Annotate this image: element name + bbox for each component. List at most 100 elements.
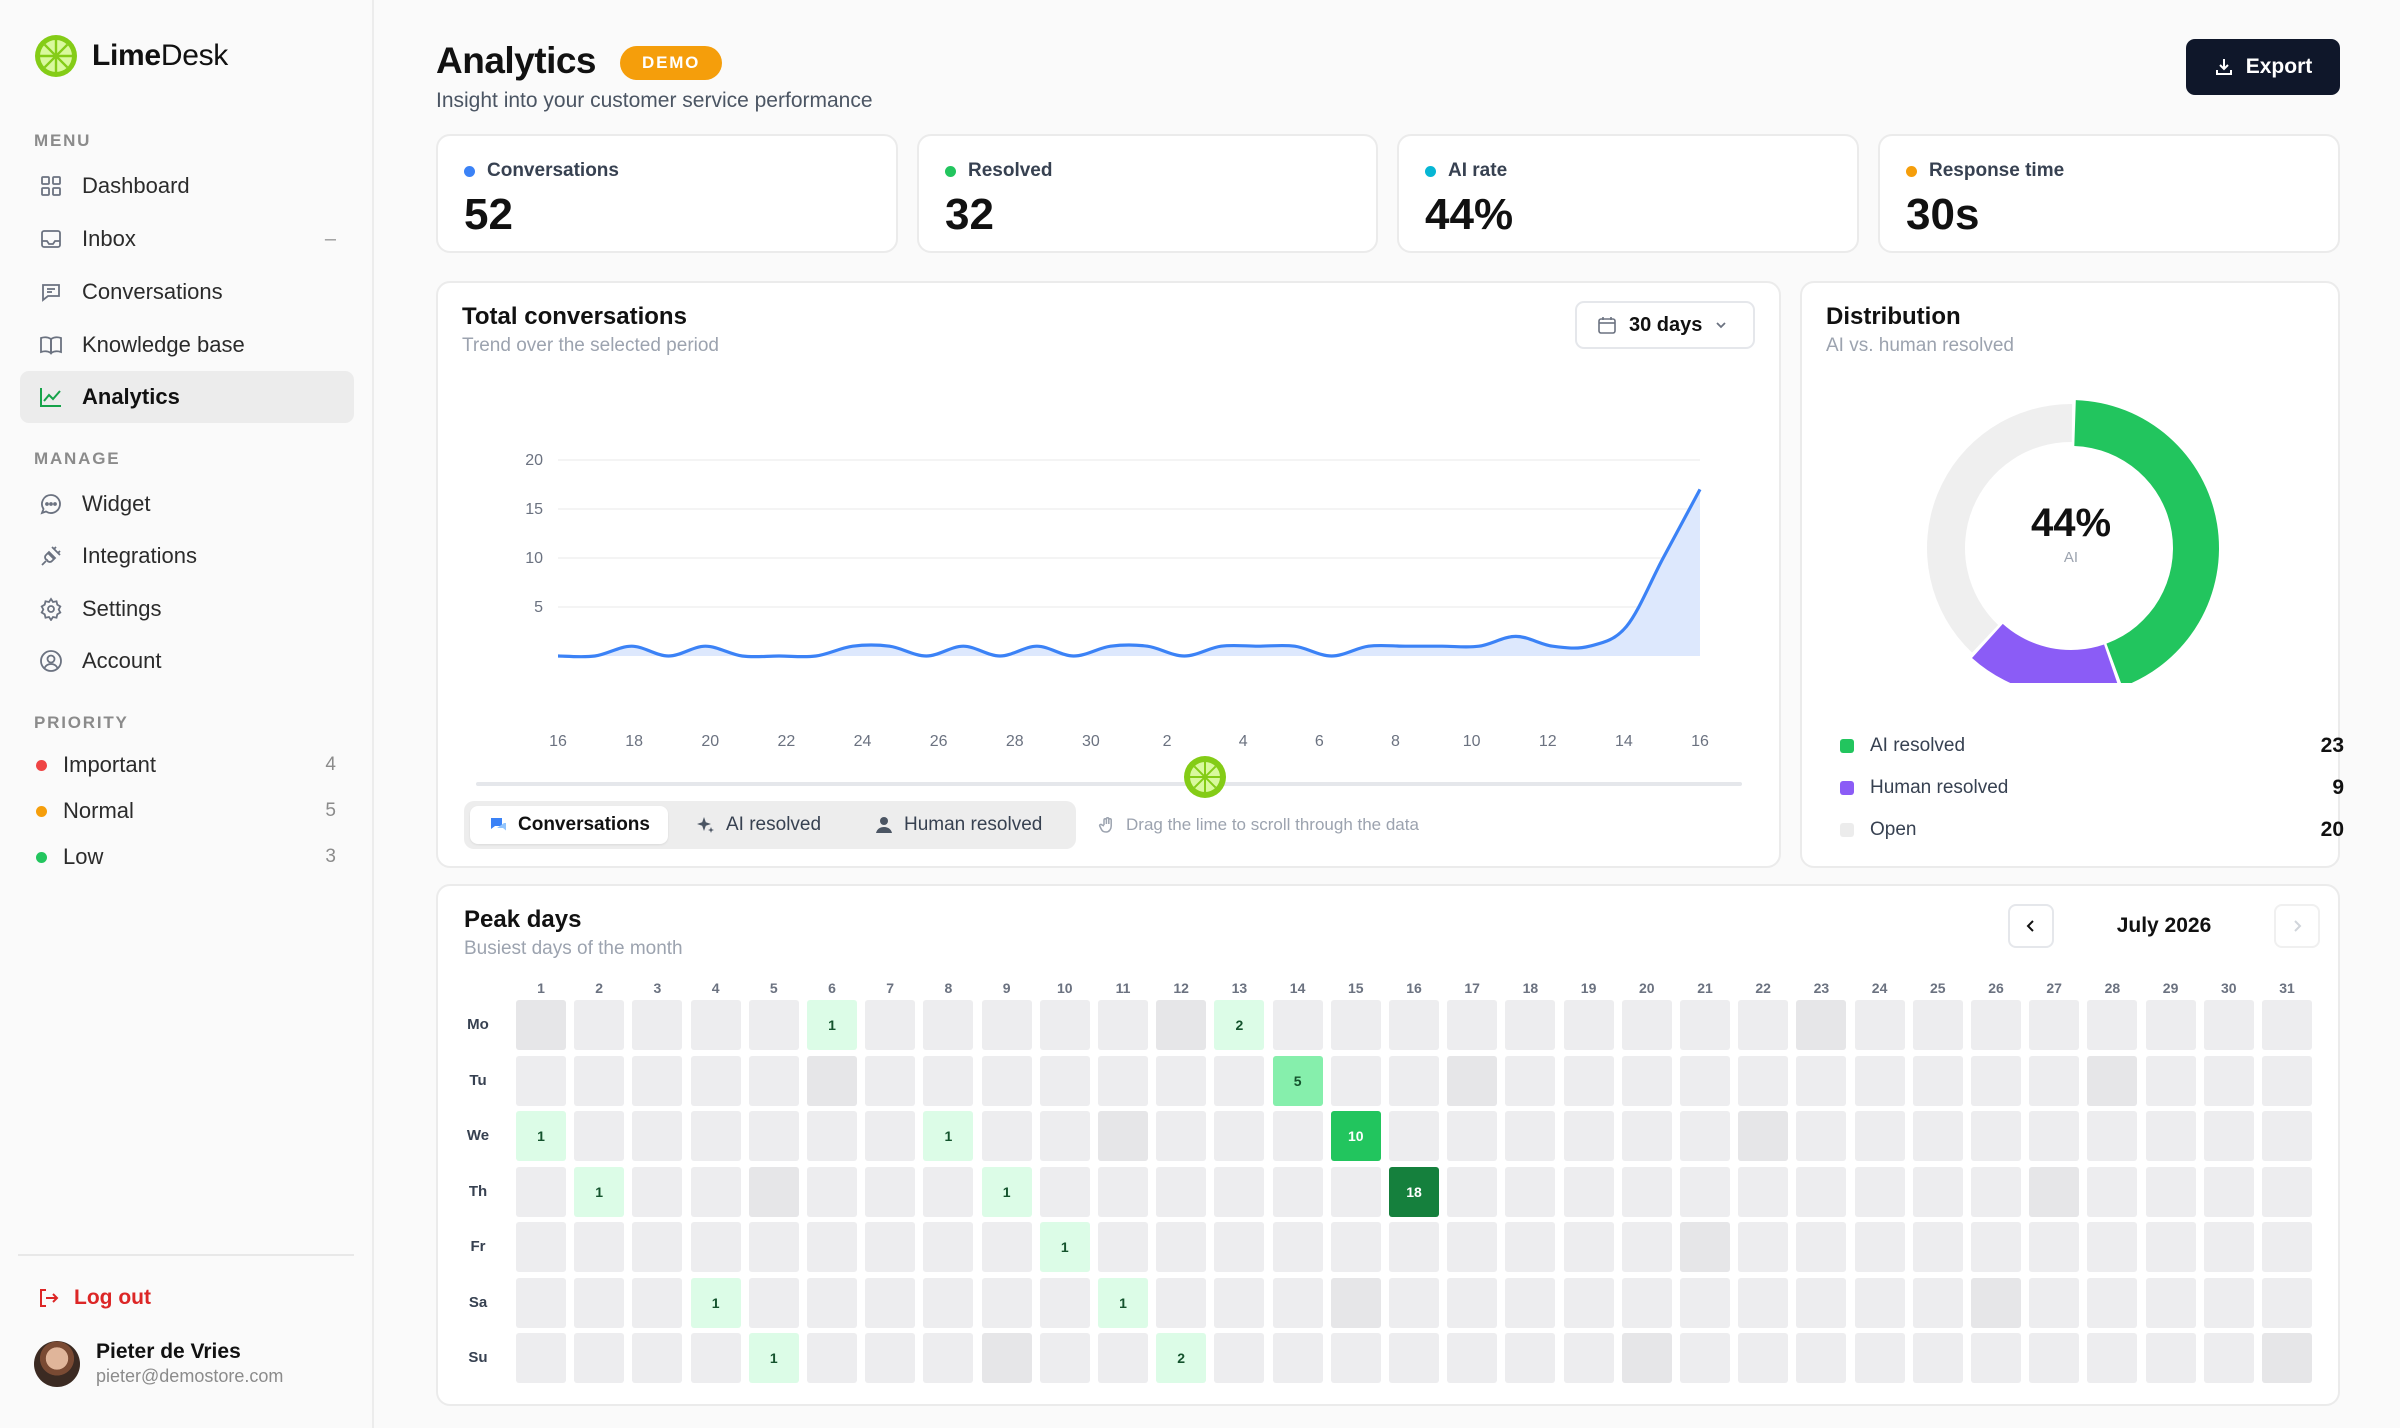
tab-ai-resolved[interactable]: AI resolved xyxy=(678,806,839,844)
heat-cell[interactable] xyxy=(1680,1333,1730,1383)
heat-cell[interactable] xyxy=(2145,1111,2196,1161)
heat-cell[interactable] xyxy=(1738,1111,1789,1161)
heat-cell[interactable] xyxy=(2087,1111,2138,1161)
period-select[interactable]: 30 days xyxy=(1575,301,1755,349)
heat-cell[interactable] xyxy=(1680,1222,1730,1272)
heat-cell[interactable] xyxy=(632,1277,683,1328)
heat-cell[interactable] xyxy=(1680,1055,1730,1106)
heat-cell[interactable] xyxy=(1796,1055,1847,1106)
heat-cell[interactable] xyxy=(2145,1277,2196,1328)
heat-cell[interactable] xyxy=(2087,1055,2138,1106)
heat-cell[interactable] xyxy=(923,1166,974,1217)
heat-cell[interactable] xyxy=(1389,1277,1439,1328)
sidebar-item-dashboard[interactable]: Dashboard xyxy=(20,160,354,212)
logout-button[interactable]: Log out xyxy=(36,1286,151,1310)
heat-cell[interactable] xyxy=(1389,1222,1439,1272)
heat-cell[interactable] xyxy=(865,1166,916,1217)
heat-cell[interactable] xyxy=(1505,1166,1556,1217)
heat-cell[interactable] xyxy=(632,1222,683,1272)
priority-item-normal[interactable]: Normal 5 xyxy=(20,788,354,834)
heat-cell[interactable] xyxy=(632,1055,683,1106)
heat-cell[interactable] xyxy=(923,1055,974,1106)
heat-cell[interactable] xyxy=(1563,1166,1614,1217)
heat-cell[interactable] xyxy=(1447,1111,1498,1161)
lime-scroll-handle[interactable] xyxy=(1184,756,1226,798)
heat-cell[interactable] xyxy=(1854,1055,1905,1106)
heat-cell[interactable] xyxy=(1621,1055,1672,1106)
heat-cell[interactable] xyxy=(516,1333,566,1383)
heat-cell[interactable] xyxy=(1156,1166,1207,1217)
heat-cell[interactable]: 10 xyxy=(1330,1111,1381,1161)
heat-cell[interactable] xyxy=(807,1333,857,1383)
heat-cell[interactable] xyxy=(1621,1000,1672,1050)
heat-cell[interactable] xyxy=(2203,1277,2254,1328)
heat-cell[interactable] xyxy=(1738,1166,1789,1217)
tab-conversations[interactable]: Conversations xyxy=(470,806,668,844)
heat-cell[interactable] xyxy=(1156,1111,1207,1161)
heat-cell[interactable] xyxy=(1621,1333,1672,1383)
heat-cell[interactable] xyxy=(865,1277,916,1328)
brand[interactable]: LimeDesk xyxy=(34,34,228,78)
heat-cell[interactable]: 2 xyxy=(1156,1333,1207,1383)
heat-cell[interactable] xyxy=(574,1333,625,1383)
heat-cell[interactable] xyxy=(1272,1222,1323,1272)
heat-cell[interactable] xyxy=(632,1000,683,1050)
heat-cell[interactable] xyxy=(690,1000,741,1050)
heat-cell[interactable] xyxy=(1098,1222,1148,1272)
heat-cell[interactable] xyxy=(1098,1055,1148,1106)
heat-cell[interactable] xyxy=(574,1277,625,1328)
heat-cell[interactable] xyxy=(2262,1055,2312,1106)
heat-cell[interactable] xyxy=(1214,1055,1265,1106)
heat-cell[interactable] xyxy=(1330,1333,1381,1383)
heat-cell[interactable] xyxy=(1563,1222,1614,1272)
heat-cell[interactable]: 2 xyxy=(1214,1000,1265,1050)
heat-cell[interactable] xyxy=(1563,1111,1614,1161)
heat-cell[interactable] xyxy=(807,1166,857,1217)
heat-cell[interactable] xyxy=(1039,1277,1090,1328)
priority-item-important[interactable]: Important 4 xyxy=(20,742,354,788)
heat-cell[interactable] xyxy=(516,1000,566,1050)
heat-cell[interactable] xyxy=(1039,1111,1090,1161)
heat-cell[interactable] xyxy=(1912,1166,1963,1217)
sidebar-item-account[interactable]: Account xyxy=(20,635,354,687)
heat-cell[interactable] xyxy=(1330,1166,1381,1217)
heat-cell[interactable] xyxy=(632,1333,683,1383)
heat-cell[interactable] xyxy=(2145,1333,2196,1383)
heat-cell[interactable]: 1 xyxy=(981,1166,1032,1217)
heat-cell[interactable] xyxy=(1912,1333,1963,1383)
heat-cell[interactable] xyxy=(516,1055,566,1106)
heat-cell[interactable] xyxy=(2203,1000,2254,1050)
heat-cell[interactable] xyxy=(1447,1000,1498,1050)
prev-month-button[interactable] xyxy=(2008,904,2054,948)
heat-cell[interactable] xyxy=(1447,1166,1498,1217)
heat-cell[interactable] xyxy=(1214,1111,1265,1161)
tab-human-resolved[interactable]: Human resolved xyxy=(856,806,1060,844)
heat-cell[interactable] xyxy=(1971,1277,2021,1328)
heat-cell[interactable]: 1 xyxy=(748,1333,799,1383)
sidebar-item-conversations[interactable]: Conversations xyxy=(20,266,354,318)
heat-cell[interactable] xyxy=(690,1333,741,1383)
heat-cell[interactable] xyxy=(1389,1055,1439,1106)
heat-cell[interactable] xyxy=(2262,1166,2312,1217)
heat-cell[interactable] xyxy=(2203,1333,2254,1383)
heat-cell[interactable] xyxy=(981,1277,1032,1328)
heat-cell[interactable] xyxy=(1039,1055,1090,1106)
heat-cell[interactable] xyxy=(1680,1166,1730,1217)
sidebar-item-settings[interactable]: Settings xyxy=(20,583,354,635)
heat-cell[interactable]: 1 xyxy=(516,1111,566,1161)
heat-cell[interactable] xyxy=(2087,1000,2138,1050)
heat-cell[interactable] xyxy=(632,1111,683,1161)
user-profile[interactable]: Pieter de Vries pieter@demostore.com xyxy=(34,1340,283,1387)
heat-cell[interactable] xyxy=(1796,1222,1847,1272)
heat-cell[interactable] xyxy=(1214,1277,1265,1328)
heat-cell[interactable] xyxy=(1214,1222,1265,1272)
sidebar-item-inbox[interactable]: Inbox – xyxy=(20,213,354,265)
heat-cell[interactable] xyxy=(2087,1166,2138,1217)
heat-cell[interactable] xyxy=(1156,1222,1207,1272)
heat-cell[interactable] xyxy=(981,1222,1032,1272)
heat-cell[interactable] xyxy=(807,1055,857,1106)
sidebar-item-analytics[interactable]: Analytics xyxy=(20,371,354,423)
heat-cell[interactable] xyxy=(690,1166,741,1217)
heat-cell[interactable] xyxy=(1330,1055,1381,1106)
heat-cell[interactable] xyxy=(1738,1000,1789,1050)
